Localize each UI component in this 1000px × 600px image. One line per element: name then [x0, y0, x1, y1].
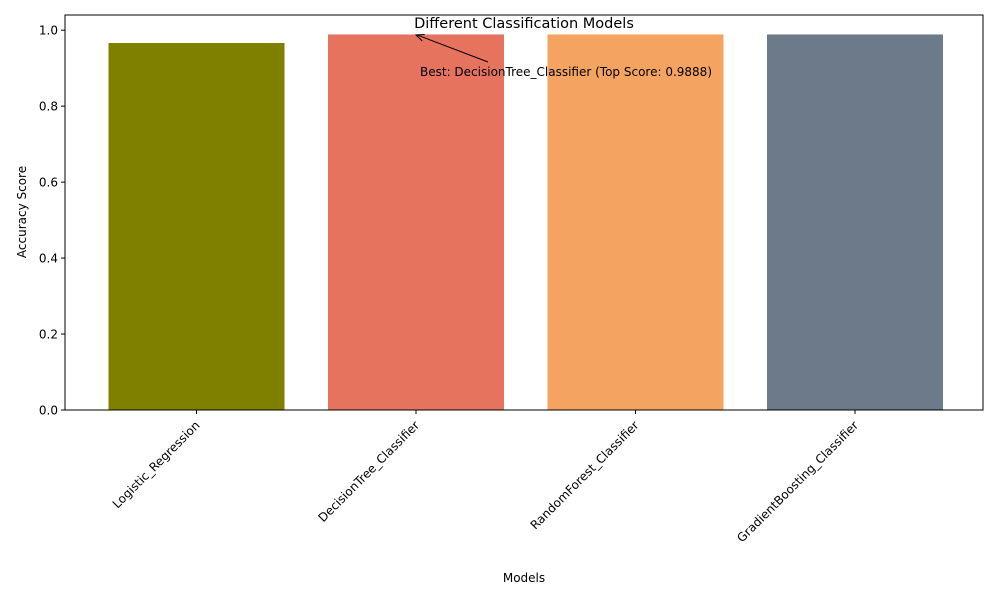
x-tick-label: RandomForest_Classifier: [528, 418, 642, 532]
y-tick-label: 0.4: [39, 252, 58, 266]
y-tick-label: 0.0: [39, 404, 58, 418]
x-tick-label: DecisionTree_Classifier: [315, 418, 422, 525]
y-tick-label: 0.8: [39, 100, 58, 114]
chart-title: Different Classification Models: [414, 16, 634, 32]
annotation-arrowhead: [414, 33, 425, 42]
x-axis-label: Models: [503, 571, 545, 585]
bar-gradientboosting_classifier: [767, 34, 943, 410]
bars-group: [108, 34, 943, 411]
annotation-group: Best: DecisionTree_Classifier (Top Score…: [414, 33, 712, 79]
x-tick-label: GradientBoosting_Classifier: [734, 418, 861, 545]
x-tick-label: Logistic_Regression: [110, 418, 203, 511]
bar-decisiontree_classifier: [328, 34, 504, 410]
x-axis: Logistic_Regression DecisionTree_Classifi…: [110, 410, 861, 545]
plot-frame: [64, 14, 984, 411]
y-tick-label: 1.0: [39, 24, 58, 38]
annotation-text: Best: DecisionTree_Classifier (Top Score…: [420, 65, 712, 79]
y-tick-label: 0.6: [39, 176, 58, 190]
y-tick-label: 0.2: [39, 328, 58, 342]
annotation-arrow: [416, 34, 489, 63]
bar-randomforest_classifier: [547, 34, 724, 410]
y-axis-label: Accuracy Score: [15, 166, 29, 258]
bar-logistic_regression: [108, 42, 285, 411]
y-axis: 0.0 0.2 0.4 0.6 0.8 1.0: [39, 24, 65, 418]
